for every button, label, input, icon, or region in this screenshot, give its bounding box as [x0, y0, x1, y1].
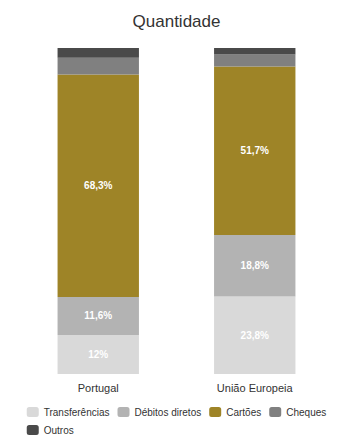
svg-text:Cartões: Cartões: [226, 407, 261, 418]
svg-text:Quantidade: Quantidade: [133, 12, 221, 31]
svg-text:Outros: Outros: [44, 425, 74, 436]
svg-text:12%: 12%: [88, 349, 108, 360]
svg-text:51,7%: 51,7%: [241, 145, 269, 156]
svg-text:Débitos diretos: Débitos diretos: [135, 407, 202, 418]
svg-text:Cheques: Cheques: [286, 407, 326, 418]
svg-text:11,6%: 11,6%: [84, 310, 112, 321]
svg-text:União Europeia: União Europeia: [217, 382, 294, 394]
svg-text:18,8%: 18,8%: [241, 260, 269, 271]
svg-text:68,3%: 68,3%: [84, 180, 112, 191]
svg-text:Transferências: Transferências: [44, 407, 110, 418]
svg-text:23,8%: 23,8%: [241, 330, 269, 341]
svg-text:Portugal: Portugal: [78, 382, 119, 394]
